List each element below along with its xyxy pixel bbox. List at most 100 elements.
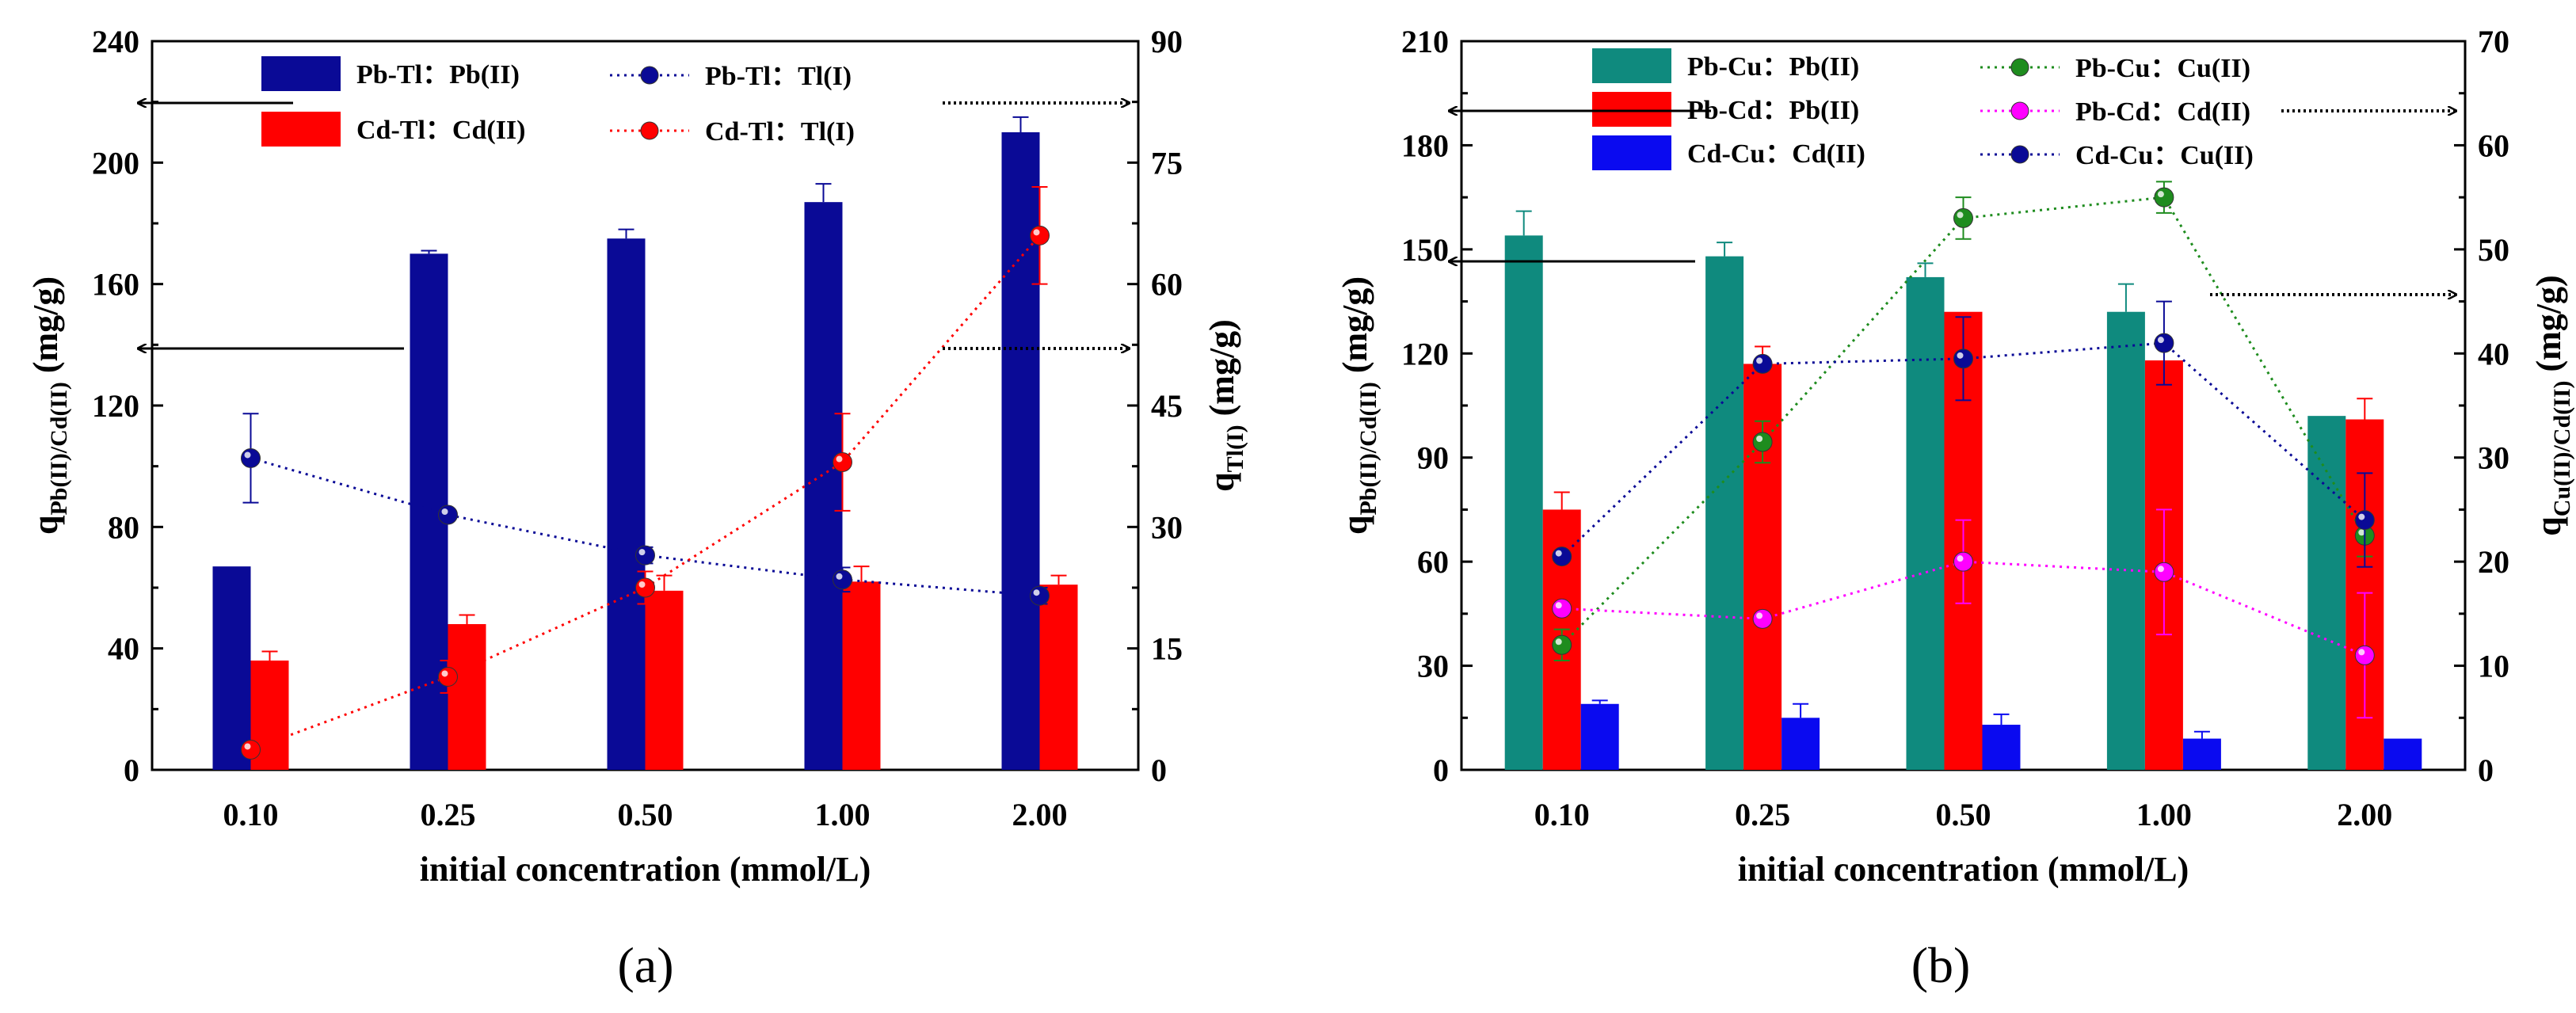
x-tick-label: 0.10 [223, 797, 279, 832]
data-point [1030, 585, 1050, 606]
x-tick-label: 0.10 [1534, 797, 1590, 832]
data-point-highlight [2358, 529, 2365, 536]
right-y-tick-label: 0 [2478, 752, 2494, 788]
left-y-tick-label: 40 [108, 631, 139, 667]
panel-label: (a) [617, 937, 673, 993]
chart-panel-a: 0 40 80 120 160 200 240 0 15 30 45 60 75 90 0.10 0.25 0.… [26, 24, 1248, 993]
data-point [241, 447, 261, 468]
legend-swatch-bar [1592, 92, 1671, 127]
data-point-highlight [836, 455, 843, 463]
legend-swatch-bar [261, 56, 341, 91]
right-y-tick-label: 30 [2478, 440, 2509, 476]
legend-marker [2010, 58, 2029, 77]
right-y-tick-label: 40 [2478, 336, 2509, 371]
legend-marker [640, 66, 659, 85]
bar [645, 590, 684, 770]
data-point [1552, 634, 1572, 655]
bar [1039, 585, 1078, 770]
bar [1781, 718, 1820, 770]
data-point [2154, 187, 2174, 208]
legend-label: Cd-Cu：Cu(II) [2075, 141, 2254, 170]
data-point-highlight [441, 508, 448, 515]
right-y-tick-label: 20 [2478, 544, 2509, 580]
legend-label: Pb-Cu：Cu(II) [2075, 54, 2250, 83]
right-y-tick-label: 45 [1151, 388, 1183, 424]
left-y-tick-label: 120 [1401, 336, 1449, 371]
data-point-highlight [1957, 211, 1964, 219]
bar [1982, 725, 2021, 770]
data-point [1953, 551, 1973, 572]
legend-label: Cd-Tl：Cd(II) [356, 116, 525, 145]
data-point [438, 505, 458, 525]
data-point-highlight [2157, 337, 2164, 344]
data-point-highlight [836, 573, 843, 580]
x-tick-label: 0.50 [1936, 797, 1991, 832]
data-point [2154, 562, 2174, 582]
legend-marker [640, 121, 659, 140]
right-y-tick-label: 70 [2478, 24, 2509, 59]
legend-label: Pb-Cd：Pb(II) [1687, 96, 1859, 125]
right-y-tick-label: 10 [2478, 649, 2509, 684]
legend-label: Pb-Tl：Pb(II) [356, 60, 520, 89]
data-point-highlight [1756, 436, 1763, 442]
bar [1504, 235, 1543, 770]
bar [607, 238, 646, 771]
legend-marker [2010, 145, 2029, 164]
bar [842, 581, 881, 770]
left-y-tick-label: 210 [1401, 24, 1449, 59]
data-point-highlight [1957, 352, 1964, 359]
data-point-highlight [2358, 513, 2365, 520]
data-point-highlight [244, 451, 251, 459]
bar [2182, 738, 2221, 770]
right-y-tick-label: 60 [1151, 267, 1183, 303]
data-point [635, 577, 655, 598]
data-point [1953, 208, 1973, 228]
left-y-tick-label: 180 [1401, 128, 1449, 163]
right-y-tick-label: 50 [2478, 232, 2509, 268]
bar [2384, 738, 2422, 770]
data-point [1752, 353, 1773, 374]
legend-label: Pb-Cd：Cd(II) [2075, 97, 2250, 127]
data-point [1552, 546, 1572, 567]
bar [1580, 703, 1619, 770]
data-point [1752, 432, 1773, 452]
data-point-highlight [1756, 612, 1763, 619]
x-axis-title: initial concentration (mmol/L) [420, 850, 871, 889]
data-point-highlight [1555, 550, 1562, 557]
data-point [1953, 348, 1973, 369]
right-y-tick-label: 0 [1151, 752, 1167, 788]
legend-swatch-bar [1592, 135, 1671, 170]
data-point [1752, 608, 1773, 629]
legend-swatch-bar [261, 112, 341, 147]
right-y-tick-label: 90 [1151, 24, 1183, 59]
left-y-tick-label: 0 [124, 752, 139, 788]
data-point-highlight [1555, 638, 1562, 646]
right-y-axis-title: qCu(II)/Cd(II) (mg/g) [2529, 275, 2575, 535]
legend-swatch-bar [1592, 48, 1671, 83]
left-y-tick-label: 200 [92, 145, 139, 181]
data-point-highlight [1033, 229, 1040, 236]
left-y-tick-label: 90 [1417, 440, 1449, 476]
x-tick-label: 0.25 [421, 797, 476, 832]
data-point [1030, 225, 1050, 246]
left-y-tick-label: 60 [1417, 544, 1449, 580]
bar [1705, 256, 1744, 771]
data-point-highlight [1756, 357, 1763, 364]
data-point [438, 666, 458, 687]
data-point-highlight [638, 549, 646, 556]
data-point-highlight [244, 743, 251, 750]
legend-label: Cd-Cu：Cd(II) [1687, 139, 1865, 169]
data-point [1552, 598, 1572, 619]
left-y-tick-label: 30 [1417, 649, 1449, 684]
left-y-tick-label: 160 [92, 267, 139, 303]
legend-marker [2010, 101, 2029, 120]
left-y-axis-title: qPb(II)/Cd(II) (mg/g) [1336, 276, 1381, 535]
right-y-tick-label: 75 [1151, 145, 1183, 181]
right-y-tick-label: 15 [1151, 631, 1183, 667]
data-point [2154, 333, 2174, 353]
left-y-axis-title: qPb(II)/Cd(II) (mg/g) [26, 276, 72, 535]
chart-panel-b: 0 30 60 90 120 150 180 210 0 10 20 30 40 50 60 70 0.10 0.… [1336, 24, 2575, 993]
legend-label: Pb-Cu：Pb(II) [1687, 52, 1859, 82]
x-tick-label: 0.25 [1735, 797, 1790, 832]
